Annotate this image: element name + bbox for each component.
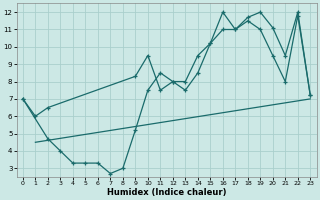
X-axis label: Humidex (Indice chaleur): Humidex (Indice chaleur) [107, 188, 226, 197]
